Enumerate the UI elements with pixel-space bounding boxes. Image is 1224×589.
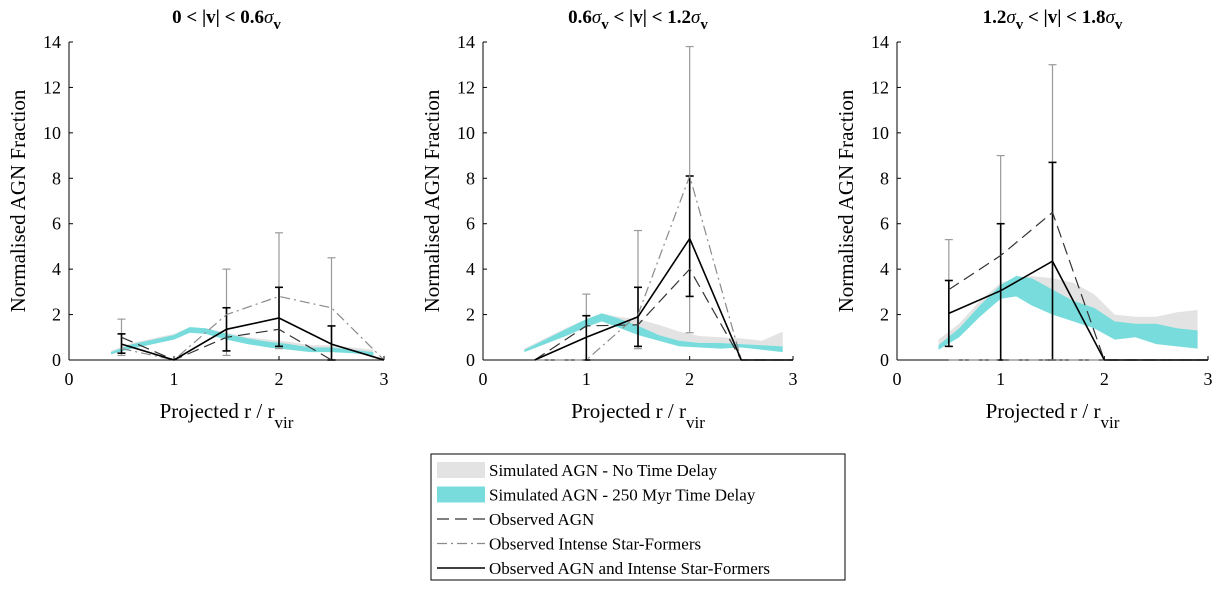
legend-box (430, 453, 846, 581)
y-tick-label: 2 (466, 305, 475, 325)
y-axis-label: Normalised AGN Fraction (420, 89, 444, 312)
x-tick-label: 1 (582, 369, 591, 389)
x-tick-label: 0 (893, 369, 902, 389)
y-tick-label: 0 (466, 350, 475, 370)
chart-title-part: v (1115, 17, 1123, 33)
combined-line (948, 260, 1208, 361)
x-axis-label-main: Projected r / r (160, 399, 275, 423)
y-tick-label: 8 (466, 168, 475, 188)
y-tick-label: 2 (52, 305, 61, 325)
x-axis-label: Projected r / rvir (160, 399, 294, 432)
chart-title-part: < |v| < 1.8 (1023, 7, 1105, 28)
chart-title-part: v (273, 17, 281, 33)
y-tick-label: 10 (871, 123, 889, 143)
legend-label-simulated-agn-no-time-delay: Simulated AGN - No Time Delay (489, 461, 718, 480)
x-axis-label-main: Projected r / r (986, 399, 1101, 423)
x-tick-label: 1 (170, 369, 179, 389)
x-tick-label: 2 (1100, 369, 1109, 389)
chart-title-part: v (601, 17, 609, 33)
x-tick-label: 2 (275, 369, 284, 389)
band-time-delay (111, 327, 374, 356)
legend-label-simulated-agn-250-myr-time-delay: Simulated AGN - 250 Myr Time Delay (489, 486, 756, 505)
chart-title-part: < |v| < 1.2 (609, 7, 691, 28)
y-tick-label: 0 (52, 350, 61, 370)
combined-line (534, 236, 793, 361)
x-tick-label: 1 (996, 369, 1005, 389)
chart-title: 0 < |v| < 0.6σv (172, 7, 281, 33)
y-tick-label: 4 (52, 259, 61, 279)
y-tick-label: 8 (880, 168, 889, 188)
x-axis-label-main: Projected r / r (571, 399, 686, 423)
x-tick-label: 3 (1204, 369, 1213, 389)
y-tick-label: 14 (43, 32, 61, 52)
x-axis-label: Projected r / rvir (986, 399, 1120, 432)
y-tick-label: 2 (880, 305, 889, 325)
legend-label-observed-intense-star-formers: Observed Intense Star-Formers (489, 535, 701, 554)
x-tick-label: 0 (65, 369, 74, 389)
legend-label-observed-agn-and-intense-star-formers: Observed AGN and Intense Star-Formers (489, 559, 770, 578)
x-tick-label: 2 (685, 369, 694, 389)
y-tick-label: 6 (880, 214, 889, 234)
band-time-delay (524, 313, 783, 353)
y-tick-label: 14 (457, 32, 475, 52)
x-tick-label: 3 (380, 369, 389, 389)
chart-title-part: σ (1106, 7, 1116, 28)
y-tick-label: 10 (457, 123, 475, 143)
y-tick-label: 10 (43, 123, 61, 143)
chart-title-part: v (1016, 17, 1024, 33)
chart-title-part: σ (1006, 7, 1016, 28)
observed-agn-line (121, 328, 384, 361)
y-tick-label: 6 (52, 214, 61, 234)
chart-title: 1.2σv < |v| < 1.8σv (983, 7, 1123, 33)
chart-title-part: 0.6 (568, 7, 592, 28)
y-tick-label: 8 (52, 168, 61, 188)
x-axis-label-sub: vir (274, 413, 293, 432)
y-tick-label: 12 (43, 77, 61, 97)
x-tick-label: 0 (479, 369, 488, 389)
y-tick-label: 12 (457, 77, 475, 97)
legend-swatch-simulated-agn-no-time-delay (437, 462, 485, 478)
y-axis-label: Normalised AGN Fraction (834, 89, 858, 312)
y-tick-label: 6 (466, 214, 475, 234)
y-tick-label: 0 (880, 350, 889, 370)
chart-title-part: 0 < |v| < 0.6 (172, 7, 264, 28)
chart-title: 0.6σv < |v| < 1.2σv (568, 7, 708, 33)
y-axis-label: Normalised AGN Fraction (6, 89, 30, 312)
combined-line (121, 317, 385, 361)
x-axis-label: Projected r / rvir (571, 399, 705, 432)
x-axis-label-sub: vir (686, 413, 705, 432)
chart-title-part: v (700, 17, 708, 33)
y-tick-label: 4 (880, 259, 889, 279)
chart-title-part: σ (691, 7, 701, 28)
x-axis-label-sub: vir (1100, 413, 1119, 432)
observed-agn-line (534, 268, 793, 361)
legend: Simulated AGN - No Time Delay Simulated A… (430, 453, 846, 581)
band-time-delay (938, 276, 1198, 350)
legend-label-observed-agn: Observed AGN (489, 510, 594, 529)
legend-swatch-simulated-agn-250-myr-time-delay (437, 486, 485, 503)
y-tick-label: 14 (871, 32, 889, 52)
y-tick-label: 4 (466, 259, 475, 279)
y-tick-label: 12 (871, 77, 889, 97)
chart-title-part: 1.2 (983, 7, 1007, 28)
chart-title-part: σ (264, 7, 274, 28)
x-tick-label: 3 (789, 369, 798, 389)
chart-title-part: σ (592, 7, 602, 28)
